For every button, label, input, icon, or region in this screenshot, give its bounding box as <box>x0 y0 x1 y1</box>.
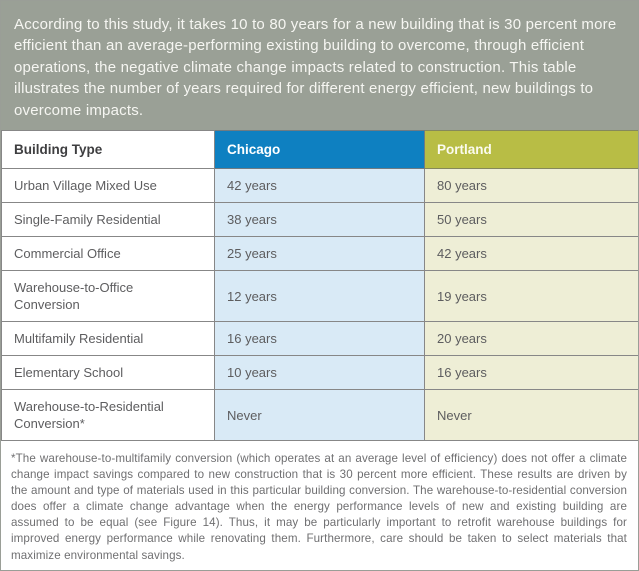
portland-value-cell: 50 years <box>424 202 638 237</box>
building-type-cell: Single-Family Residential <box>1 202 215 237</box>
impact-years-table: Building Type Chicago Portland Urban Vil… <box>1 130 638 441</box>
chicago-value-cell: 10 years <box>214 355 425 390</box>
chicago-value-cell: 16 years <box>214 321 425 356</box>
chicago-value-cell: Never <box>214 389 425 441</box>
table-header-row: Building Type Chicago Portland <box>1 130 638 169</box>
building-type-cell: Elementary School <box>1 355 215 390</box>
table-row: Warehouse-to-Residential Conversion* Nev… <box>1 389 638 441</box>
building-type-cell: Commercial Office <box>1 236 215 271</box>
table-header: Building Type Chicago Portland <box>1 130 638 169</box>
portland-value-cell: 16 years <box>424 355 638 390</box>
chicago-value-cell: 12 years <box>214 270 425 322</box>
portland-value-cell: 19 years <box>424 270 638 322</box>
building-type-cell: Multifamily Residential <box>1 321 215 356</box>
table-row: Multifamily Residential 16 years 20 year… <box>1 321 638 356</box>
intro-paragraph: According to this study, it takes 10 to … <box>1 1 638 130</box>
column-header-building-type: Building Type <box>1 130 215 169</box>
chicago-value-cell: 25 years <box>214 236 425 271</box>
column-header-portland: Portland <box>424 130 638 169</box>
building-type-cell: Urban Village Mixed Use <box>1 168 215 203</box>
building-type-cell: Warehouse-to-Residential Conversion* <box>1 389 215 441</box>
table-row: Single-Family Residential 38 years 50 ye… <box>1 202 638 237</box>
table-row: Warehouse-to-Office Conversion 12 years … <box>1 270 638 322</box>
column-header-chicago: Chicago <box>214 130 425 169</box>
table-row: Commercial Office 25 years 42 years <box>1 236 638 271</box>
chicago-value-cell: 38 years <box>214 202 425 237</box>
building-type-cell: Warehouse-to-Office Conversion <box>1 270 215 322</box>
table-body: Urban Village Mixed Use 42 years 80 year… <box>1 168 638 441</box>
portland-value-cell: Never <box>424 389 638 441</box>
table-row: Urban Village Mixed Use 42 years 80 year… <box>1 168 638 203</box>
portland-value-cell: 80 years <box>424 168 638 203</box>
chicago-value-cell: 42 years <box>214 168 425 203</box>
footnote-text: *The warehouse-to-multifamily conversion… <box>11 452 627 562</box>
portland-value-cell: 20 years <box>424 321 638 356</box>
portland-value-cell: 42 years <box>424 236 638 271</box>
table-row: Elementary School 10 years 16 years <box>1 355 638 390</box>
